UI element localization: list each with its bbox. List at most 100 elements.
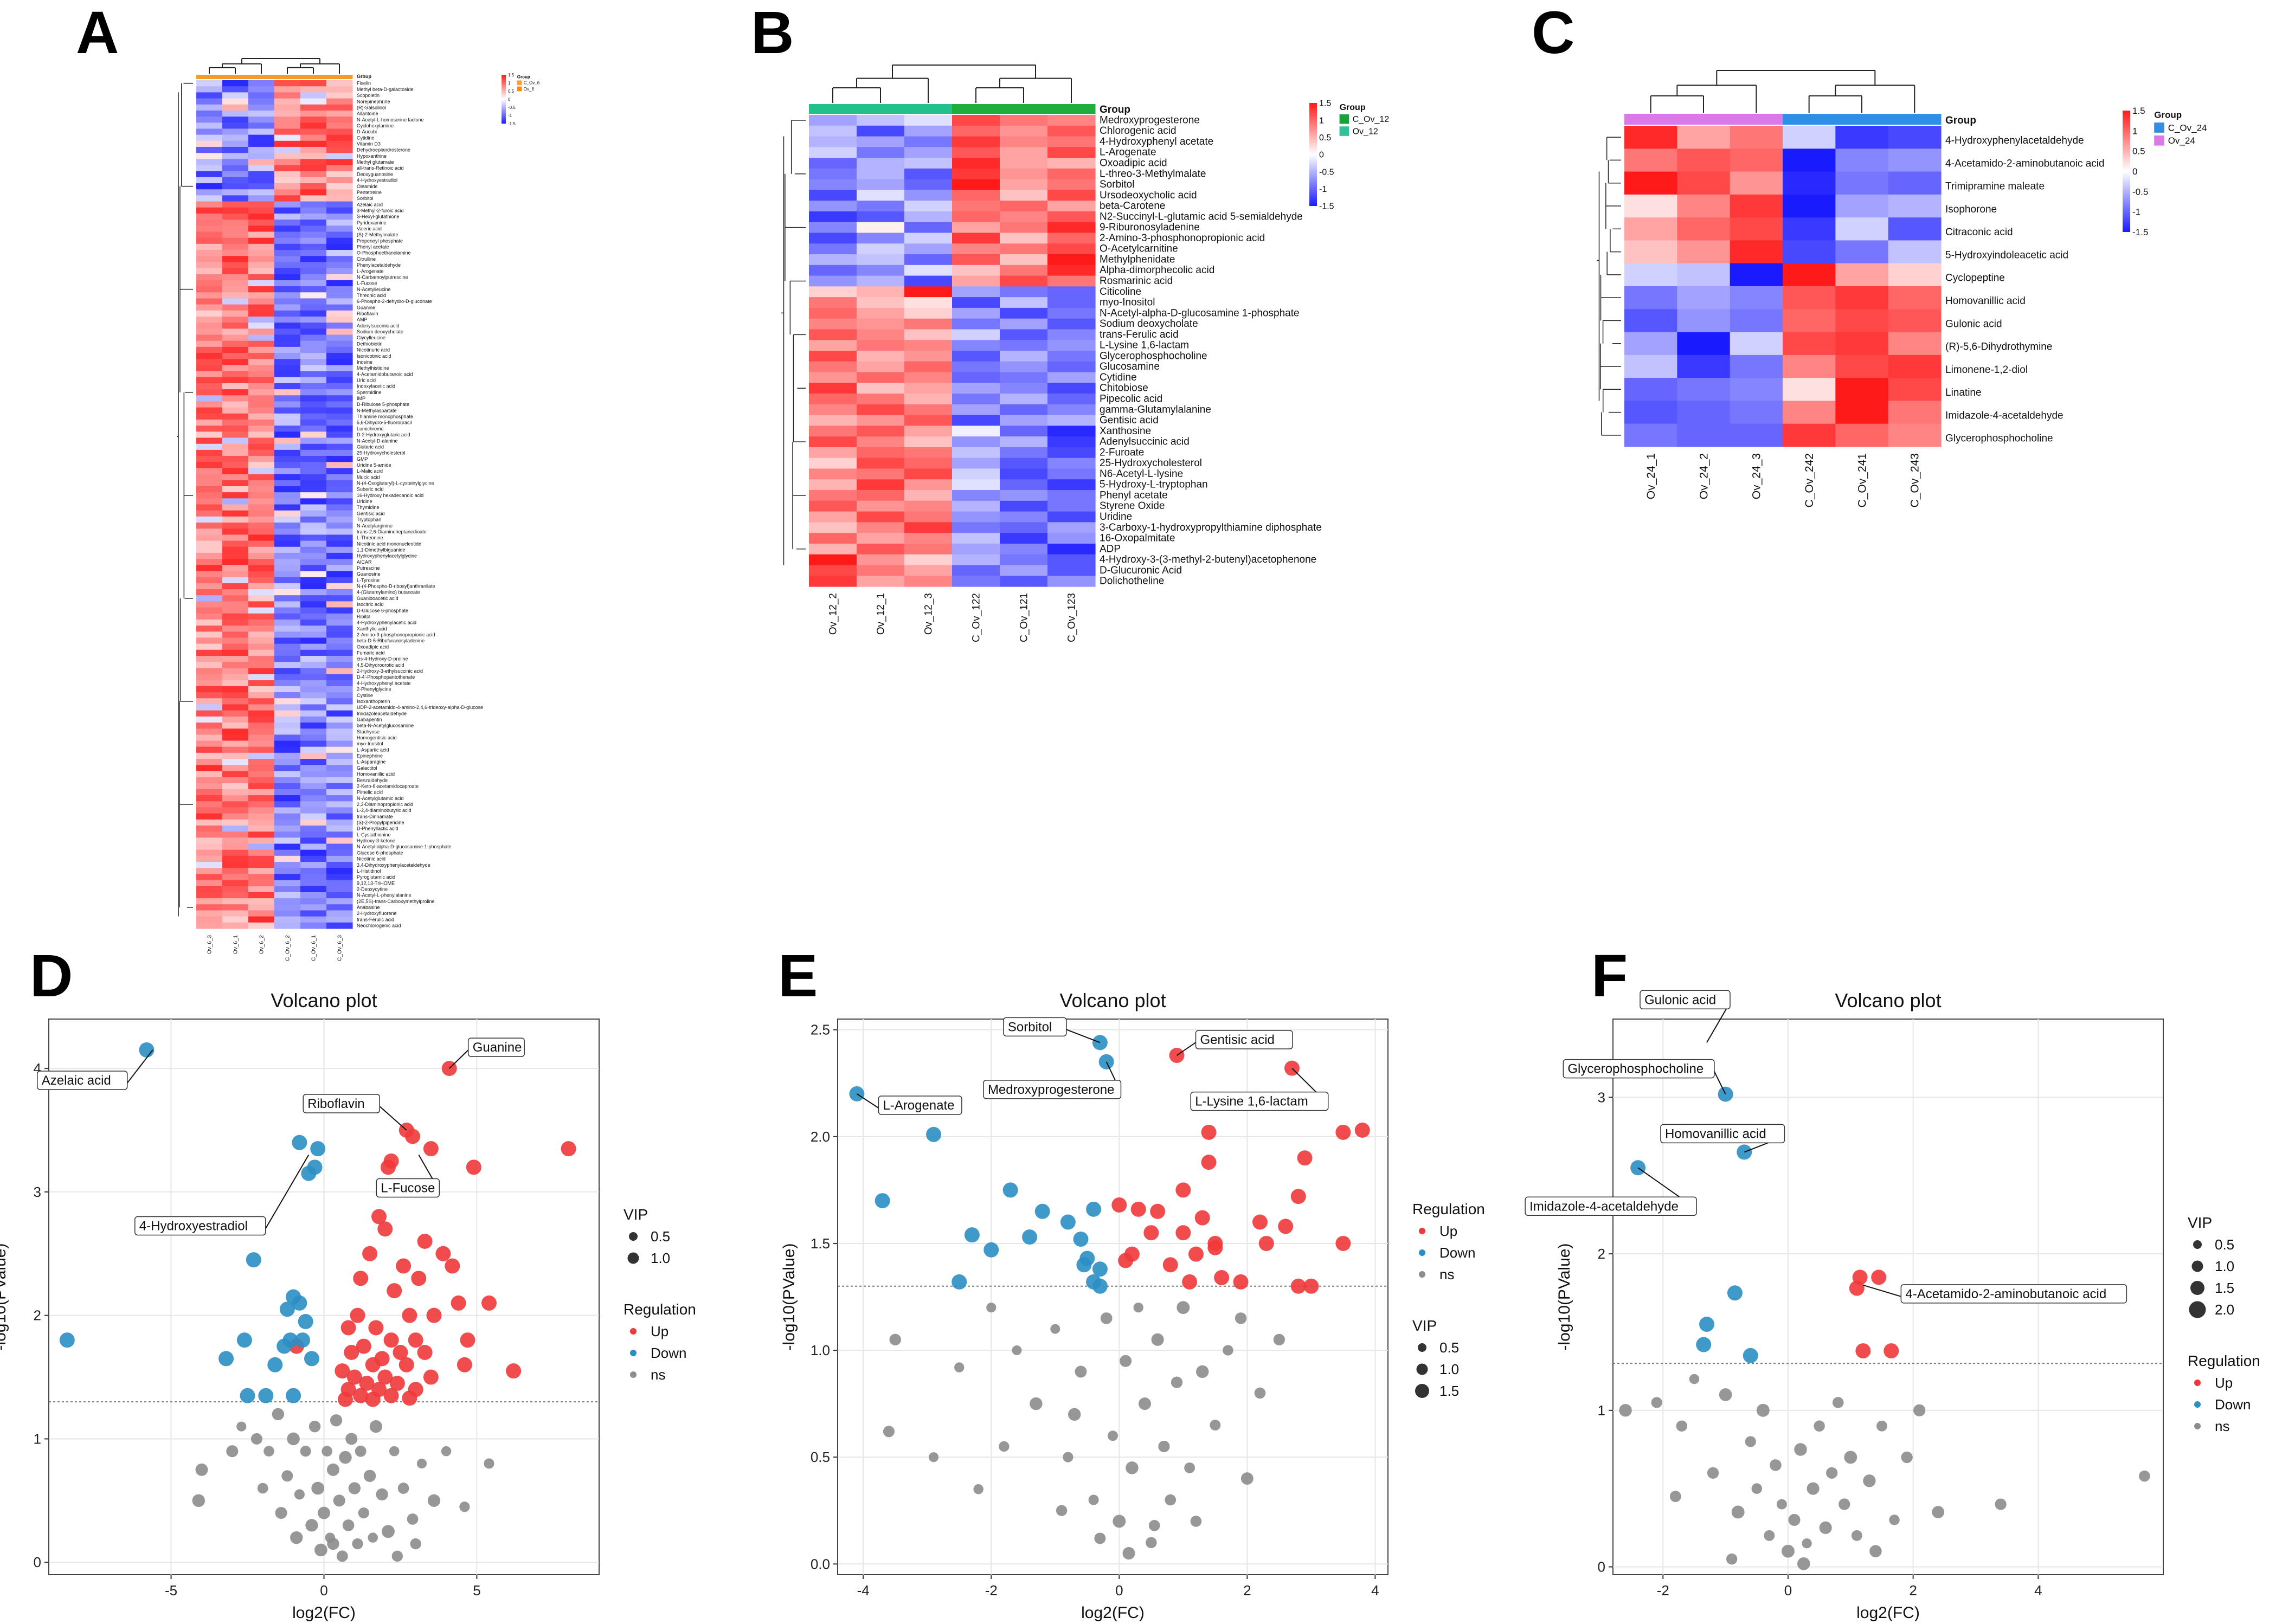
heatmap-cell [248, 795, 275, 802]
heatmap-cell [1047, 254, 1096, 266]
heatmap-cell [857, 457, 905, 469]
heatmap-cell [248, 401, 275, 408]
point-ns [1619, 1404, 1632, 1417]
heatmap-cell [326, 825, 353, 832]
point-down [1092, 1261, 1108, 1277]
heatmap-cell [248, 98, 275, 105]
heatmap-cell [196, 837, 223, 845]
annotation-box [1900, 1284, 2127, 1304]
heatmap-cell [809, 468, 857, 480]
heatmap-cell [222, 680, 249, 687]
heatmap-cell [248, 874, 275, 881]
heatmap-cell [1677, 423, 1731, 447]
row-label: 6-Phospho-2-dehydro-D-gluconate [357, 299, 432, 304]
heatmap-cell [196, 777, 223, 784]
row-label: (S)-2-Methylmalate [357, 232, 398, 237]
heatmap-cell [222, 855, 249, 862]
heatmap-cell [1000, 351, 1048, 362]
heatmap-cell [1888, 126, 1942, 149]
heatmap-cell [326, 819, 353, 826]
point-ns [441, 1446, 452, 1457]
point-up [335, 1363, 350, 1379]
heatmap-cell [248, 886, 275, 893]
heatmap-cell [274, 783, 301, 790]
row-label: Imidazole-4-acetaldehyde [1945, 410, 2064, 421]
heatmap-cell [1888, 355, 1942, 378]
heatmap-cell [248, 722, 275, 729]
point-ns [345, 1433, 358, 1445]
annotation-box [983, 1080, 1122, 1099]
heatmap-cell [274, 456, 301, 462]
point-ns [1764, 1530, 1775, 1541]
heatmap-cell [248, 516, 275, 523]
heatmap-cell [1047, 479, 1096, 491]
heatmap-cell [196, 813, 223, 820]
heatmap-cell [248, 825, 275, 832]
row-label: Uric acid [357, 377, 376, 383]
heatmap-cell [274, 546, 301, 553]
heatmap-cell [222, 716, 249, 723]
legend-vip-label: 1.0 [2215, 1258, 2234, 1274]
heatmap-cell [300, 643, 327, 650]
row-label: Sorbitol [357, 196, 374, 201]
heatmap-cell [326, 171, 353, 178]
group-legend-label: C_Ov_12 [1353, 115, 1390, 124]
heatmap-cell [300, 426, 327, 432]
heatmap-cell [196, 668, 223, 675]
heatmap-cell [904, 394, 953, 405]
heatmap-cell [274, 128, 301, 136]
heatmap-cell [1000, 500, 1048, 512]
heatmap-cell [274, 637, 301, 645]
annotation-label: Imidazole-4-acetaldehyde [1529, 1199, 1679, 1214]
point-ns [954, 1362, 965, 1372]
color-scale-tick: -1.5 [2132, 227, 2148, 237]
heatmap-cell [300, 201, 327, 208]
row-label: 9-Riburonosyladenine [1100, 222, 1200, 233]
heatmap-cell [248, 868, 275, 874]
heatmap-cell [196, 407, 223, 414]
y-axis-label: -log10(PValue) [780, 1243, 798, 1351]
x-tick-label: 0 [320, 1582, 327, 1599]
annotation-label: Gentisic acid [1200, 1033, 1275, 1047]
heatmap-cell [300, 807, 327, 814]
heatmap-cell [222, 868, 249, 874]
heatmap-cell [196, 426, 223, 432]
group-legend-label: C_Ov_24 [2168, 123, 2207, 133]
point-up [426, 1307, 442, 1323]
heatmap-cell [1047, 265, 1096, 276]
heatmap-cell [222, 462, 249, 469]
heatmap-cell [196, 716, 223, 723]
heatmap-cell [222, 80, 249, 87]
heatmap-cell [326, 128, 353, 136]
heatmap-cell [274, 674, 301, 681]
heatmap-cell [1047, 147, 1096, 158]
annotation-box [878, 1095, 962, 1115]
heatmap-cell [300, 117, 327, 123]
heatmap-cell [196, 123, 223, 130]
legend-vip-label: 1.0 [1439, 1361, 1459, 1377]
heatmap-cell [809, 211, 857, 223]
row-label: Cytidine [357, 135, 375, 140]
heatmap-cell [326, 601, 353, 608]
heatmap-cell [1624, 423, 1677, 447]
heatmap-cell [1000, 404, 1048, 416]
heatmap-cell [326, 626, 353, 632]
heatmap-cell [248, 201, 275, 208]
heatmap-cell [1000, 533, 1048, 544]
heatmap-cell [196, 795, 223, 802]
x-tick-label: 0 [1115, 1582, 1123, 1599]
heatmap-cell [857, 286, 905, 298]
heatmap-cell [952, 201, 1000, 212]
heatmap-cell [809, 351, 857, 362]
y-tick-label: 0.0 [811, 1556, 830, 1572]
x-tick-label: -2 [1657, 1582, 1669, 1599]
heatmap-cell [222, 686, 249, 693]
heatmap-cell [222, 420, 249, 426]
heatmap-cell [274, 92, 301, 99]
heatmap-cell [300, 904, 327, 911]
heatmap-cell [222, 813, 249, 820]
heatmap-cell [274, 286, 301, 293]
heatmap-cell [904, 265, 953, 276]
heatmap-cell [1677, 171, 1731, 195]
point-up [365, 1391, 381, 1407]
